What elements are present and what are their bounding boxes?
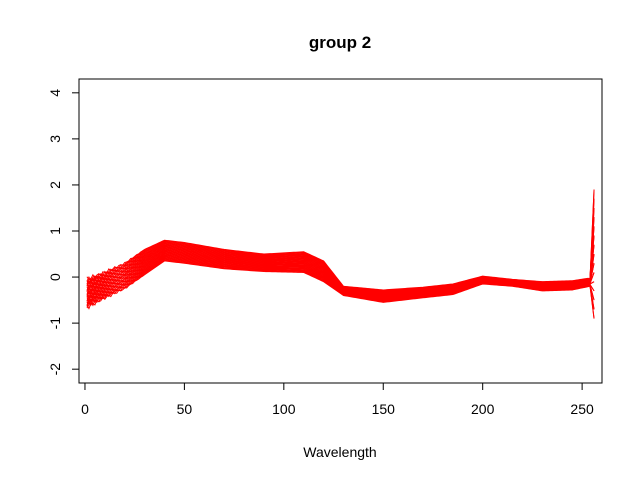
x-tick-label-200: 200 [471,401,495,417]
x-tick-label-150: 150 [372,401,396,417]
series-line [86,189,595,291]
y-tick-label--2: -2 [47,363,63,376]
series-line [86,244,595,298]
x-tick-label-0: 0 [81,401,89,417]
series-line [86,256,595,303]
x-tick-label-250: 250 [570,401,594,417]
y-tick-label-4: 4 [47,89,63,97]
y-tick-label-2: 2 [47,181,63,189]
x-tick-label-100: 100 [272,401,296,417]
y-tick-label-1: 1 [47,227,63,235]
x-tick-label-50: 50 [177,401,193,417]
y-tick-label--1: -1 [47,317,63,330]
series-layer [86,189,595,319]
series-line [86,239,595,319]
y-tick-label-0: 0 [47,273,63,281]
plot-area-border [78,78,603,384]
y-tick-label-3: 3 [47,135,63,143]
x-axis-label: Wavelength [303,444,376,460]
chart-title: group 2 [309,33,371,52]
y-axis: -2 -1 0 1 2 3 4 [47,89,80,376]
x-axis: 0 50 100 150 200 250 [81,382,594,417]
